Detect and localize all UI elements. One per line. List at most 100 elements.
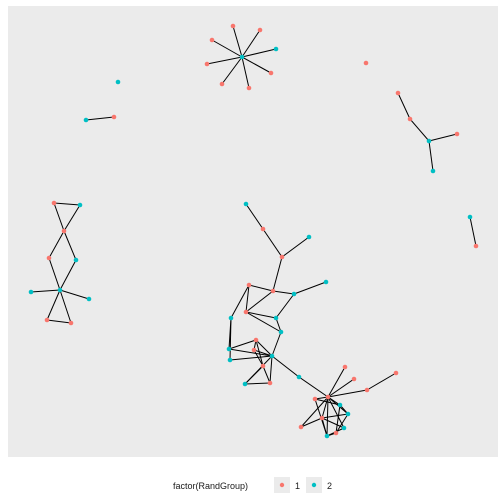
edge [211, 39, 243, 58]
edge [298, 376, 329, 398]
edge [335, 413, 349, 434]
edge [293, 281, 327, 295]
edge [245, 311, 282, 333]
node [426, 138, 432, 144]
edge [48, 257, 61, 291]
edge [229, 355, 273, 361]
node [57, 287, 63, 293]
edge [46, 289, 61, 321]
edge [206, 56, 243, 65]
edge [59, 289, 90, 300]
edge [245, 311, 277, 319]
node [83, 117, 89, 123]
node [333, 430, 339, 436]
edge [30, 289, 61, 293]
node [341, 425, 347, 431]
edge [271, 355, 300, 378]
edge [255, 339, 273, 357]
edge [428, 133, 458, 142]
edge [253, 349, 264, 367]
edge [327, 389, 368, 398]
node [306, 234, 312, 240]
legend: factor(RandGroup) 1 2 [173, 477, 332, 493]
node [473, 243, 479, 249]
legend-label-2: 2 [327, 481, 332, 491]
edge [53, 202, 81, 206]
edge [48, 230, 65, 259]
legend-title: factor(RandGroup) [173, 481, 248, 491]
edge [229, 317, 232, 361]
edge [228, 348, 273, 357]
edge [272, 256, 283, 292]
edge [321, 413, 349, 419]
node [86, 296, 92, 302]
edge [244, 382, 271, 385]
edge [241, 29, 261, 58]
node [430, 168, 436, 174]
edge [314, 398, 341, 406]
legend-dot-2 [311, 482, 317, 488]
node [28, 289, 34, 295]
node [342, 364, 348, 370]
edge [85, 116, 115, 121]
edge [63, 230, 77, 261]
legend-dot-1 [279, 482, 285, 488]
edge [255, 339, 264, 367]
edge [244, 365, 264, 385]
node [219, 81, 225, 87]
node [230, 23, 236, 29]
node [260, 226, 266, 232]
edge [245, 284, 250, 313]
edge [300, 417, 323, 428]
node [407, 116, 413, 122]
edge [228, 339, 257, 350]
edge [245, 290, 274, 313]
node [239, 54, 245, 60]
node [454, 131, 460, 137]
node [337, 402, 343, 408]
edge [241, 56, 250, 89]
edge [366, 372, 397, 391]
edge [230, 284, 250, 319]
edge [327, 396, 345, 429]
node [323, 279, 329, 285]
legend-label-1: 1 [295, 481, 300, 491]
node [298, 424, 304, 430]
edge [275, 317, 282, 333]
edge [262, 228, 283, 258]
edge [248, 284, 274, 292]
node [246, 282, 252, 288]
node-layer [28, 23, 479, 439]
edge [300, 396, 329, 428]
node [270, 288, 276, 294]
node [246, 85, 252, 91]
edge [327, 378, 355, 398]
node [228, 315, 234, 321]
edge [59, 259, 77, 291]
edge [241, 48, 277, 58]
edge [428, 140, 434, 172]
edge [269, 355, 273, 384]
node [204, 61, 210, 67]
node [364, 387, 370, 393]
node [267, 380, 273, 386]
edge [262, 365, 271, 384]
edge [397, 92, 411, 120]
node [279, 254, 285, 260]
node [393, 370, 399, 376]
node [44, 317, 50, 323]
node [351, 376, 357, 382]
plot-panel [8, 6, 498, 457]
edge [335, 404, 341, 434]
node [268, 70, 274, 76]
node [251, 347, 257, 353]
edge [321, 417, 328, 437]
node [111, 114, 117, 120]
node [242, 381, 248, 387]
node [319, 415, 325, 421]
edge [272, 290, 295, 295]
edge [63, 204, 81, 232]
edge [245, 203, 264, 230]
node [257, 27, 263, 33]
